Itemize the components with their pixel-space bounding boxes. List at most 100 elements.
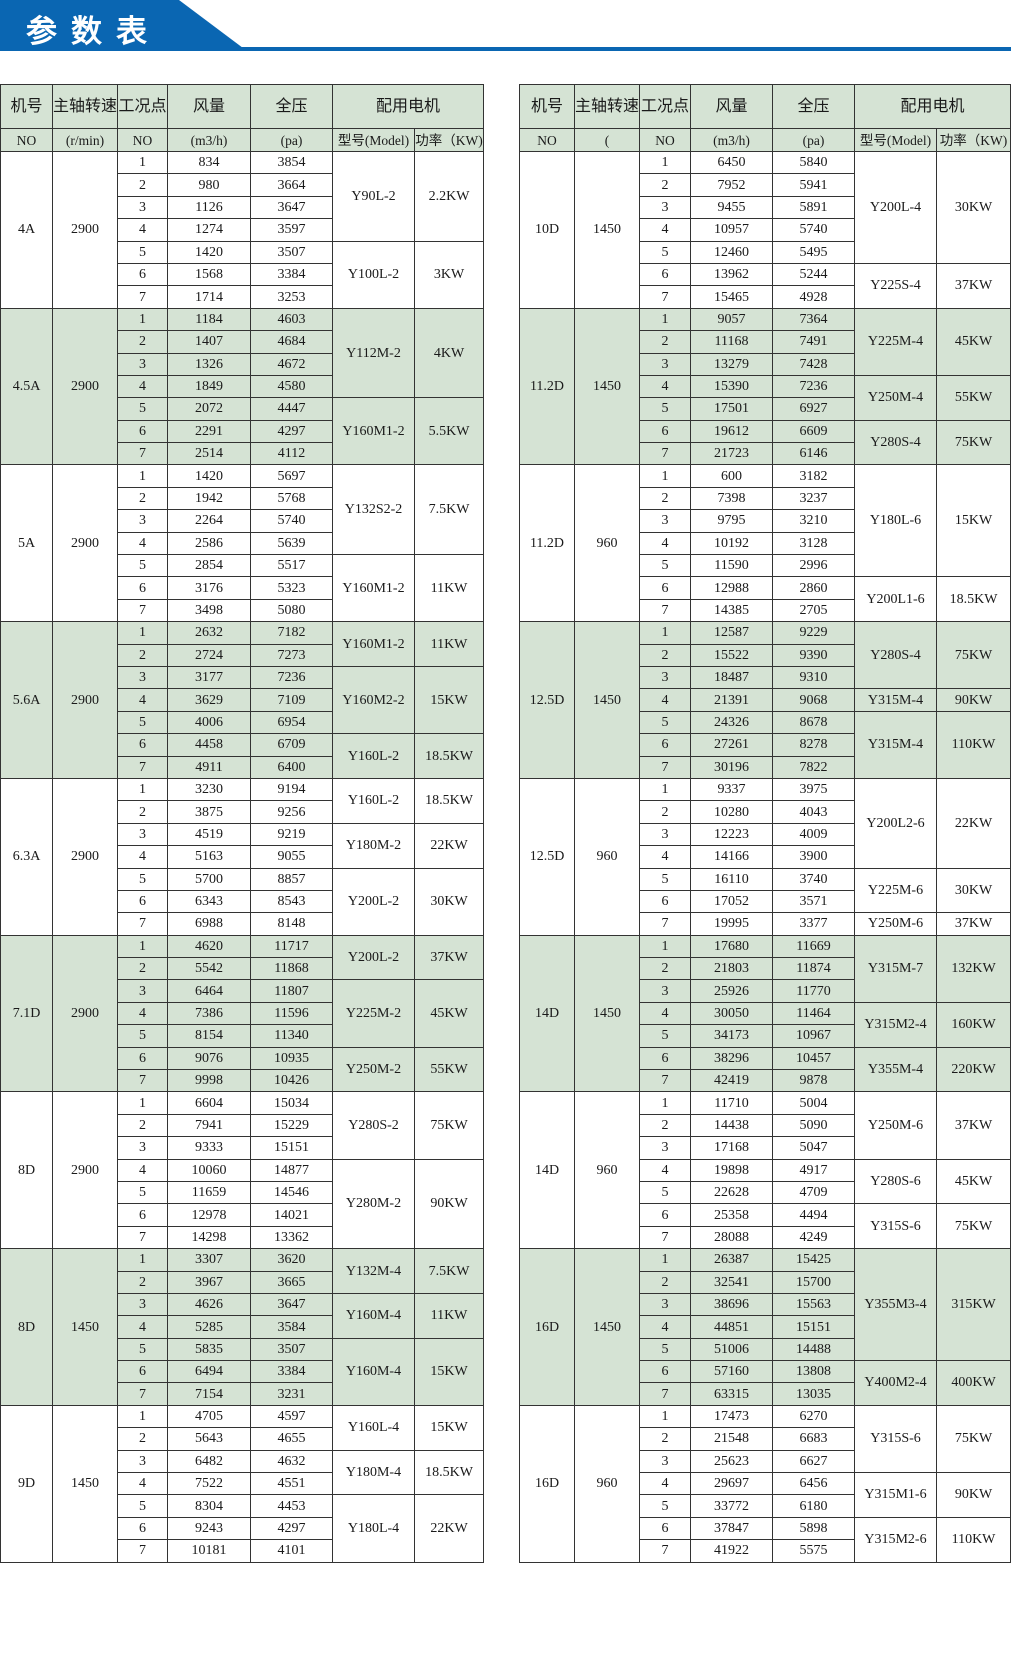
air-volume-cell: 4458 — [167, 733, 251, 757]
motor-power-cell: 45KW — [935, 307, 1011, 376]
motor-power-cell: 160KW — [935, 1001, 1011, 1048]
table-row: 7 41922 5575 — [520, 1539, 1011, 1563]
motor-model-cell: Y315S-6 — [854, 1203, 937, 1250]
total-pressure-cell: 3620 — [250, 1248, 333, 1272]
motor-power-cell: 55KW — [935, 374, 1011, 421]
motor-power-cell: 400KW — [935, 1360, 1011, 1406]
table-row: 8D 1450 1 3307 3620 Y132M-4 7.5KW — [0, 1248, 485, 1406]
total-pressure-cell: 4632 — [250, 1449, 333, 1474]
total-pressure-cell: 6927 — [772, 397, 855, 421]
motor-model-cell: Y200L1-6 — [854, 576, 937, 623]
air-volume-cell: 5835 — [167, 1337, 251, 1362]
table-row: 4 30050 11464 Y315M2-4 160KW — [520, 1001, 1011, 1048]
operating-point-cell: 4 — [639, 1001, 691, 1026]
motor-model-cell: Y200L-4 — [854, 151, 937, 264]
operating-point-cell: 5 — [117, 867, 168, 891]
fan-model-cell: 12.5D — [519, 777, 575, 936]
air-volume-cell: 10181 — [167, 1539, 251, 1563]
operating-point-cell: 4 — [639, 1158, 691, 1182]
fan-model-cell: 7.1D — [0, 934, 53, 1093]
table-row: 5 34173 10967 — [520, 1024, 1011, 1048]
motor-power-cell: 110KW — [935, 710, 1011, 779]
air-volume-cell: 12223 — [690, 822, 773, 847]
spindle-speed-cell: 960 — [574, 1404, 640, 1563]
operating-point-cell: 6 — [639, 1516, 691, 1541]
air-volume-cell: 7952 — [690, 173, 773, 197]
air-volume-cell: 19995 — [690, 912, 773, 936]
motor-power-cell: 75KW — [935, 419, 1011, 466]
motor-model-cell: Y160M-4 — [332, 1292, 415, 1339]
operating-point-cell: 3 — [117, 1292, 168, 1317]
air-volume-cell: 9333 — [167, 1136, 251, 1160]
table-row: 2 21803 11874 — [520, 957, 1011, 981]
air-volume-cell: 9795 — [690, 509, 773, 533]
total-pressure-cell: 4249 — [772, 1225, 855, 1250]
table-row: 2 5643 4655 — [1, 1427, 484, 1451]
operating-point-cell: 6 — [639, 1046, 691, 1071]
air-volume-cell: 6464 — [167, 979, 251, 1003]
column-header-motor: 配用电机 — [853, 84, 1011, 129]
spindle-speed-cell: 1450 — [574, 151, 640, 309]
motor-model-cell: Y180L-4 — [332, 1494, 415, 1563]
air-volume-cell: 13279 — [690, 352, 773, 376]
operating-point-cell: 2 — [639, 330, 691, 354]
table-row: 4 19898 4917 Y280S-6 45KW — [520, 1158, 1011, 1205]
total-pressure-cell: 10967 — [772, 1024, 855, 1048]
total-pressure-cell: 6270 — [772, 1404, 855, 1429]
motor-power-cell: 11KW — [413, 1292, 485, 1339]
motor-power-cell: 75KW — [413, 1091, 485, 1160]
table-row: 2 3967 3665 — [1, 1270, 484, 1294]
total-pressure-cell: 11874 — [772, 957, 855, 981]
operating-point-cell: 6 — [117, 733, 168, 757]
table-row: 4 2586 5639 — [1, 531, 484, 556]
total-pressure-cell: 10935 — [250, 1046, 333, 1071]
total-pressure-cell: 5891 — [772, 195, 855, 220]
air-volume-cell: 1274 — [167, 218, 251, 242]
air-volume-cell: 12587 — [690, 621, 773, 645]
operating-point-cell: 1 — [639, 621, 691, 645]
motor-power-cell: 37KW — [935, 1091, 1011, 1160]
motor-power-cell: 22KW — [413, 822, 485, 869]
table-row: 5 17501 6927 — [520, 397, 1011, 421]
motor-power-cell: 30KW — [935, 867, 1011, 914]
total-pressure-cell: 6609 — [772, 419, 855, 444]
total-pressure-cell: 3854 — [250, 150, 333, 175]
table-row: 3 25623 6627 — [520, 1449, 1011, 1474]
total-pressure-cell: 3665 — [250, 1270, 333, 1294]
fan-model-cell: 12.5D — [519, 621, 575, 779]
total-pressure-cell: 4112 — [250, 442, 333, 466]
total-pressure-cell: 4580 — [250, 374, 333, 399]
operating-point-cell: 5 — [639, 1024, 691, 1048]
table-row: 3 9795 3210 — [520, 509, 1011, 533]
operating-point-cell: 6 — [117, 1046, 168, 1071]
table-row: 7 14385 2705 — [520, 598, 1011, 623]
air-volume-cell: 26387 — [690, 1248, 773, 1272]
air-volume-cell: 6494 — [167, 1360, 251, 1384]
total-pressure-cell: 7364 — [772, 307, 855, 332]
air-volume-cell: 1326 — [167, 352, 251, 376]
operating-point-cell: 3 — [117, 1136, 168, 1160]
column-header-air-volume: 风量 — [690, 84, 773, 129]
air-volume-cell: 11168 — [690, 330, 773, 354]
operating-point-cell: 7 — [117, 598, 168, 623]
motor-power-cell: 55KW — [413, 1046, 485, 1093]
air-volume-cell: 6450 — [690, 150, 773, 175]
table-row: 6 9076 10935 Y250M-2 55KW — [1, 1046, 485, 1093]
table-row: 3 6464 11807 Y225M-2 45KW — [1, 979, 485, 1048]
table-row: 14D 960 1 11710 5004 Y250M-6 37KW — [519, 1091, 1011, 1250]
table-row: 2 3875 9256 — [1, 800, 484, 824]
total-pressure-cell: 3507 — [250, 240, 333, 264]
total-pressure-cell: 4672 — [250, 352, 333, 376]
table-row: 4 10060 14877 Y280M-2 90KW — [1, 1158, 485, 1250]
column-unit-point-unit: NO — [639, 128, 691, 152]
air-volume-cell: 6482 — [167, 1449, 251, 1474]
air-volume-cell: 38296 — [690, 1046, 773, 1071]
motor-model-cell: Y225M-4 — [854, 307, 937, 376]
motor-model-cell: Y225M-6 — [854, 867, 937, 914]
air-volume-cell: 33772 — [690, 1494, 773, 1518]
operating-point-cell: 2 — [117, 1113, 168, 1138]
motor-power-cell: 22KW — [935, 777, 1011, 869]
total-pressure-cell: 8678 — [772, 710, 855, 735]
total-pressure-cell: 7236 — [772, 374, 855, 399]
air-volume-cell: 11710 — [690, 1091, 773, 1115]
